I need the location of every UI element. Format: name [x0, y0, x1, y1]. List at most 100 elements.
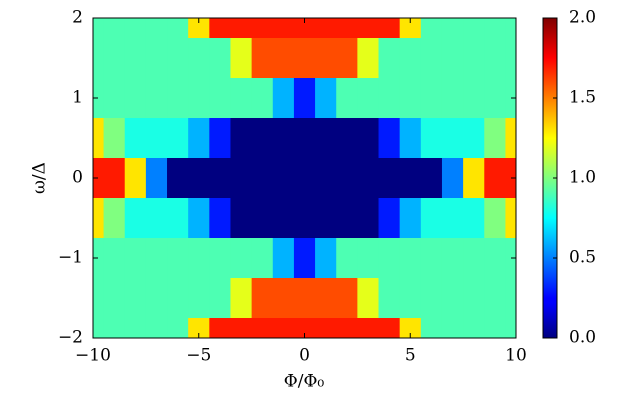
heatmap-cell: [484, 78, 506, 119]
heatmap-cell: [336, 318, 358, 338]
heatmap-cell: [505, 118, 516, 159]
heatmap-cell: [484, 198, 506, 239]
heatmap-cell: [441, 198, 464, 239]
heatmap-cell: [505, 318, 516, 338]
y-tick-label: 1: [72, 88, 83, 108]
heatmap-cell: [357, 158, 380, 199]
heatmap-cell: [357, 278, 380, 319]
colorbar-tick-label: 2.0: [569, 8, 596, 28]
heatmap-cell: [315, 238, 337, 279]
heatmap-cell: [251, 198, 274, 239]
heatmap-cell: [420, 18, 443, 39]
heatmap-cell: [230, 198, 253, 239]
heatmap-cell: [251, 318, 274, 338]
heatmap-cell: [441, 278, 464, 319]
heatmap-cell: [124, 118, 147, 159]
heatmap-cell: [357, 118, 380, 159]
heatmap-cell: [251, 38, 274, 79]
heatmap-cell: [484, 238, 506, 279]
heatmap-cell: [251, 18, 274, 39]
heatmap-cell: [145, 238, 168, 279]
heatmap-cell: [399, 198, 422, 239]
heatmap-cell: [103, 18, 126, 39]
heatmap-cell: [315, 118, 337, 159]
heatmap-cell: [93, 38, 105, 79]
heatmap-cell: [124, 18, 147, 39]
heatmap-cell: [441, 118, 464, 159]
heatmap-cell: [420, 118, 443, 159]
heatmap-cell: [145, 78, 168, 119]
heatmap-cell: [441, 78, 464, 119]
heatmap-cell: [505, 78, 516, 119]
heatmap-cell: [188, 118, 210, 159]
y-axis-label: ω/Δ: [30, 162, 50, 194]
heatmap-cell: [230, 238, 253, 279]
heatmap-cell: [167, 38, 189, 79]
heatmap-cell: [188, 238, 210, 279]
y-tick-label: 0: [72, 168, 83, 188]
heatmap-cell: [272, 78, 295, 119]
heatmap-cell: [230, 18, 253, 39]
heatmap-cell: [315, 198, 337, 239]
heatmap-cell: [93, 118, 105, 159]
heatmap-cell: [420, 38, 443, 79]
heatmap-cell: [484, 118, 506, 159]
heatmap-cell: [463, 38, 485, 79]
heatmap-cell: [315, 78, 337, 119]
heatmap-cell: [505, 158, 516, 199]
heatmap-cell: [399, 38, 422, 79]
heatmap-cell: [167, 198, 189, 239]
heatmap-cell: [505, 278, 516, 319]
heatmap-cell: [209, 318, 231, 338]
heatmap-cell: [399, 238, 422, 279]
heatmap-cell: [441, 38, 464, 79]
heatmap-cell: [167, 238, 189, 279]
x-tick-label: 0: [299, 346, 310, 366]
heatmap-cell: [315, 318, 337, 338]
heatmap-cell: [399, 158, 422, 199]
heatmap-cell: [145, 158, 168, 199]
heatmap-cell: [463, 78, 485, 119]
heatmap-cell: [399, 18, 422, 39]
heatmap-cell: [103, 278, 126, 319]
heatmap-cell: [336, 278, 358, 319]
heatmap-cell: [293, 78, 316, 119]
heatmap-cell: [399, 118, 422, 159]
y-tick-label: 2: [72, 8, 83, 28]
heatmap-cell: [93, 198, 105, 239]
heatmap-cell: [103, 198, 126, 239]
heatmap-cell: [230, 318, 253, 338]
heatmap-cell: [209, 18, 231, 39]
heatmap-cell: [420, 318, 443, 338]
heatmap-cell: [251, 78, 274, 119]
x-tick-label: 5: [405, 346, 416, 366]
heatmap-cell: [124, 78, 147, 119]
heatmap-cell: [441, 318, 464, 338]
heatmap-cell: [357, 318, 380, 338]
heatmap-cell: [484, 318, 506, 338]
heatmap-cell: [209, 78, 231, 119]
heatmap-cell: [315, 38, 337, 79]
heatmap-cell: [399, 278, 422, 319]
heatmap-cell: [93, 238, 105, 279]
heatmap-cell: [93, 318, 105, 338]
heatmap-cell: [209, 198, 231, 239]
y-tick-label: −2: [58, 328, 83, 348]
heatmap-cell: [167, 158, 189, 199]
heatmap-cell: [93, 18, 105, 39]
heatmap-cell: [505, 18, 516, 39]
heatmap-cell: [272, 158, 295, 199]
heatmap-cell: [103, 38, 126, 79]
heatmap-cell: [124, 158, 147, 199]
heatmap-cell: [272, 238, 295, 279]
heatmap-cell: [230, 278, 253, 319]
heatmap-cell: [463, 158, 485, 199]
x-tick-label: −5: [186, 346, 211, 366]
heatmap-cell: [167, 318, 189, 338]
heatmap-cell: [272, 18, 295, 39]
heatmap-cell: [272, 118, 295, 159]
heatmap-cell: [209, 158, 231, 199]
heatmap-cell: [230, 78, 253, 119]
colorbar-tick-label: 0.5: [569, 248, 596, 268]
